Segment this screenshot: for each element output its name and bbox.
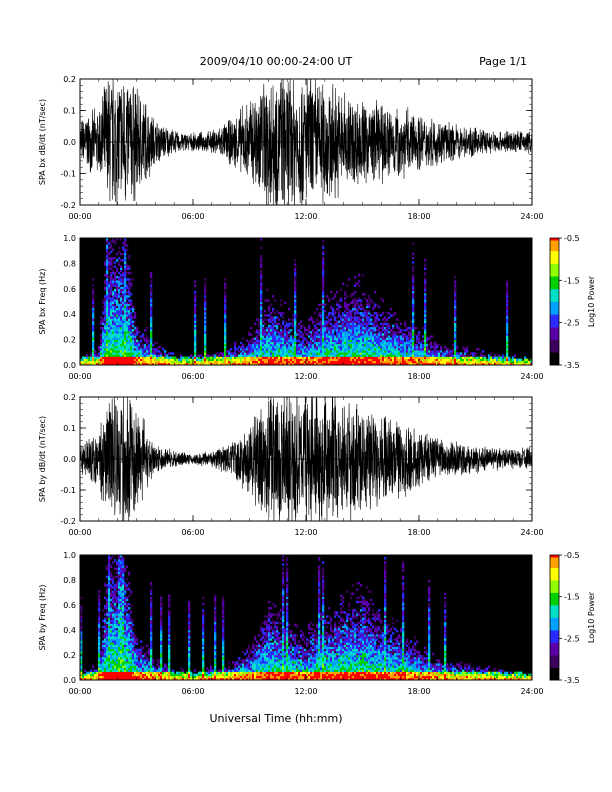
y-axis-title: SPA bx dB/dt (nT/sec) <box>38 99 47 185</box>
y-tick-label: 0.4 <box>63 626 76 635</box>
y-tick-label: -0.2 <box>60 201 76 210</box>
colorbar-tick-label: -1.5 <box>564 276 580 285</box>
y-tick-label: 1.0 <box>63 551 76 560</box>
panel-4: 1.0 0.8 0.6 0.4 0.2 0.0 00:00 06:00 12:00 18:00 24… <box>38 551 596 696</box>
y-tick-label: 0.1 <box>63 424 76 433</box>
y-tick-label: 0.0 <box>63 361 76 370</box>
page-indicator: Page 1/1 <box>479 55 527 68</box>
x-tick-label: 12:00 <box>294 528 317 537</box>
y-tick-label: -0.1 <box>60 170 76 179</box>
y-tick-label: 0.0 <box>63 676 76 685</box>
y-tick-label: 0.4 <box>63 310 76 319</box>
x-tick-label: 12:00 <box>294 687 317 696</box>
waveform-trace <box>80 79 532 205</box>
x-tick-label: 12:00 <box>294 212 317 221</box>
x-tick-label: 24:00 <box>520 212 543 221</box>
colorbar-tick-label: -1.5 <box>564 593 580 602</box>
x-tick-label: 00:00 <box>68 687 91 696</box>
y-tick-label: 0.0 <box>63 138 76 147</box>
x-tick-label: 00:00 <box>68 372 91 381</box>
y-tick-label: 0.2 <box>63 651 76 660</box>
colorbar-tick-label: -3.5 <box>564 361 580 370</box>
colorbar-tick-label: -2.5 <box>564 634 580 643</box>
colorbar-tick-label: -0.5 <box>564 551 580 560</box>
y-tick-label: 0.6 <box>63 601 76 610</box>
panel-2: 1.0 0.8 0.6 0.4 0.2 0.0 00:00 06:00 12:00 18:00 24… <box>38 234 596 381</box>
colorbar-tick-label: -3.5 <box>564 676 580 685</box>
colorbar-tick-label: -2.5 <box>564 319 580 328</box>
y-tick-label: 0.2 <box>63 336 76 345</box>
x-axis-title: Universal Time (hh:mm) <box>210 712 343 725</box>
y-tick-label: -0.2 <box>60 517 76 526</box>
colorbar-title: Log10 Power <box>587 591 596 643</box>
x-tick-label: 06:00 <box>181 687 204 696</box>
x-tick-label: 18:00 <box>407 528 430 537</box>
spectrogram-image <box>80 238 532 365</box>
panel-1: 0.2 0.1 0.0 -0.1 -0.2 00:00 06:00 12:00 18:00 24:… <box>38 75 544 221</box>
x-tick-label: 18:00 <box>407 212 430 221</box>
y-tick-label: 0.1 <box>63 107 76 116</box>
y-tick-label: 0.2 <box>63 393 76 402</box>
y-tick-label: 0.2 <box>63 75 76 84</box>
y-axis-title: SPA by Freq (Hz) <box>38 585 47 651</box>
x-tick-label: 24:00 <box>520 372 543 381</box>
x-tick-label: 12:00 <box>294 372 317 381</box>
waveform-line <box>80 79 532 205</box>
x-tick-label: 06:00 <box>181 528 204 537</box>
x-tick-label: 18:00 <box>407 372 430 381</box>
colorbar-frame <box>549 554 560 681</box>
y-tick-label: 0.8 <box>63 576 76 585</box>
colorbar-tick-label: -0.5 <box>564 234 580 243</box>
colorbar-title: Log10 Power <box>587 275 596 327</box>
x-tick-label: 24:00 <box>520 528 543 537</box>
x-tick-label: 18:00 <box>407 687 430 696</box>
x-tick-label: 06:00 <box>181 212 204 221</box>
spectrogram-image <box>80 555 532 680</box>
y-axis-title: SPA by dB/dt (nT/sec) <box>38 416 47 502</box>
colorbar: -0.5 -1.5 -2.5 -3.5 Log10 Power <box>549 551 596 685</box>
colorbar-frame <box>549 237 560 366</box>
x-tick-label: 00:00 <box>68 212 91 221</box>
y-tick-label: 0.0 <box>63 455 76 464</box>
x-tick-label: 00:00 <box>68 528 91 537</box>
y-axis-title: SPA bx Freq (Hz) <box>38 269 47 335</box>
x-tick-label: 06:00 <box>181 372 204 381</box>
y-tick-label: 1.0 <box>63 234 76 243</box>
chart-title: 2009/04/10 00:00-24:00 UT <box>200 55 353 68</box>
x-tick-label: 24:00 <box>520 687 543 696</box>
y-tick-label: 0.8 <box>63 259 76 268</box>
y-tick-label: 0.6 <box>63 285 76 294</box>
colorbar: -0.5 -1.5 -2.5 -3.5 Log10 Power <box>549 234 596 370</box>
y-tick-label: -0.1 <box>60 486 76 495</box>
panel-3: 0.2 0.1 0.0 -0.1 -0.2 00:00 06:00 12:00 18:00 24:… <box>38 393 544 537</box>
waveform-trace <box>80 397 532 521</box>
